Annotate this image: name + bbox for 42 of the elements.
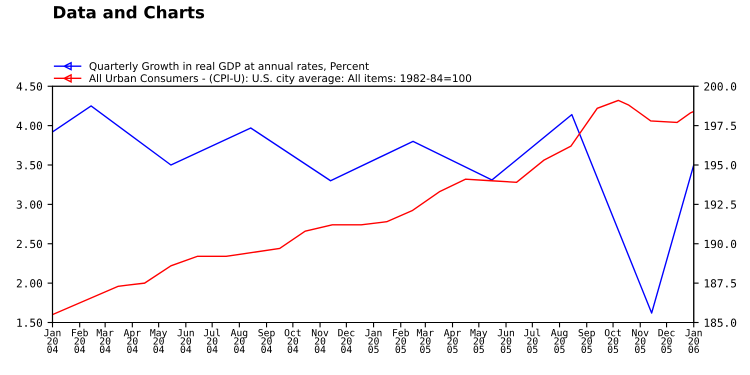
x-tick-label: Jan 20 06 [685,329,702,354]
y-tick-label: 1.50 [17,318,42,327]
x-tick-label: Jan 20 04 [44,329,60,354]
y-tick-label: 2.50 [16,240,42,248]
x-tick-label: Feb 20 05 [393,328,409,354]
x-tick-label: Oct 20 05 [604,328,621,354]
x-tick-label: Jun 20 05 [498,329,514,354]
x-tick-label: Dec 20 05 [658,329,675,354]
y-tick-label: 2.00 [16,279,42,288]
x-tick-label: Aug 20 05 [550,329,568,354]
y2-tick-label: 185.0 [704,318,736,327]
x-tick-label: Nov 20 05 [632,329,649,354]
y-tick-label: 3.50 [16,161,42,170]
y-tick-label: 4.50 [16,82,42,91]
y2-tick-label: 190.0 [704,240,736,248]
x-tick-label: Jul 20 05 [524,328,540,354]
x-tick-label: Apr 20 05 [444,329,461,354]
x-tick-label: Mar 20 04 [96,329,114,354]
y2-tick-label: 195.0 [704,161,736,170]
x-tick-label: Sep 20 05 [578,328,595,354]
legend-label: All Urban Consumers - (CPI-U): U.S. city average: All items: 1982-84=100 [89,74,472,84]
x-tick-label: Apr 20 04 [124,329,141,354]
x-tick-label: Jul 20 04 [204,328,220,354]
x-tick-label: Nov 20 04 [312,329,328,354]
y-tick-label: 3.00 [16,200,42,209]
legend-label: Quarterly Growth in real GDP at annual rates, Percent [90,62,369,72]
y2-tick-label: 197.5 [704,122,736,130]
x-tick-label: Jun 20 04 [178,329,194,354]
x-tick-label: Jan 20 05 [365,329,382,354]
x-tick-label: May 20 04 [150,329,168,354]
x-tick-label: Aug 20 04 [230,329,248,354]
x-tick-label: Oct 20 04 [284,328,301,354]
y2-tick-label: 192.5 [704,200,736,209]
x-tick-label: May 20 05 [470,329,488,354]
y-tick-label: 4.00 [16,122,42,130]
x-tick-label: Mar 20 05 [416,329,434,354]
x-tick-label: Sep 20 04 [258,328,275,354]
x-tick-label: Feb 20 04 [72,328,88,354]
y2-tick-label: 200.0 [704,82,736,91]
x-tick-label: Dec 20 04 [338,329,354,354]
chart-title: Data and Charts [54,6,204,19]
y2-tick-label: 187.5 [704,279,736,288]
